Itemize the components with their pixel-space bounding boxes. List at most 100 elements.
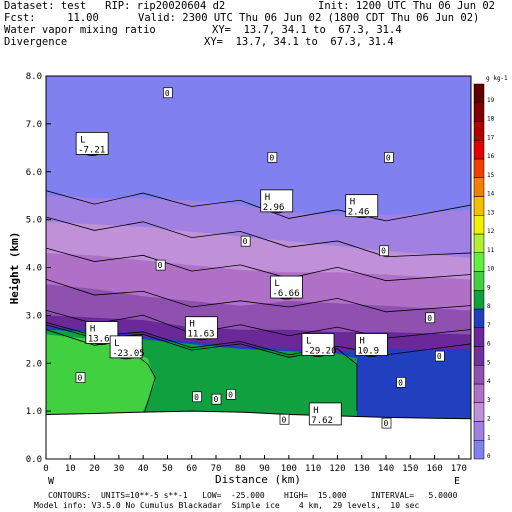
y-tick-label: 4.0: [26, 264, 42, 274]
zero-contour-label: 0: [192, 391, 202, 403]
colorbar-swatch: [473, 402, 485, 422]
colorbar-tick-label: 5: [487, 359, 491, 366]
colorbar-tick-label: 19: [487, 97, 495, 104]
svg-text:0: 0: [384, 419, 389, 428]
svg-text:7.62: 7.62: [311, 416, 333, 426]
x-tick-label: 80: [235, 464, 246, 474]
zero-contour-label: 0: [279, 413, 290, 425]
svg-text:-7.21: -7.21: [78, 145, 105, 155]
zero-contour-label: 0: [75, 372, 86, 383]
colorbar-tick-label: 13: [487, 209, 495, 216]
y-tick-label: 3.0: [26, 311, 42, 321]
east-label: E: [454, 476, 460, 487]
svg-text:L: L: [306, 336, 311, 346]
svg-text:H: H: [350, 198, 355, 208]
extremum-label: L-29.20: [301, 333, 337, 356]
y-tick-label: 2.0: [26, 359, 42, 369]
svg-text:0: 0: [282, 415, 287, 424]
colorbar-swatch: [473, 196, 485, 216]
colorbar-tick-label: 6: [487, 341, 491, 348]
svg-text:2.46: 2.46: [348, 208, 370, 218]
svg-text:11.63: 11.63: [187, 330, 214, 340]
zero-contour-label: 0: [396, 377, 406, 388]
extremum-label: H2.96: [260, 189, 294, 213]
contour-line: [46, 247, 471, 282]
colorbar-swatch: [473, 121, 485, 141]
colorbar-swatch: [473, 140, 485, 160]
colorbar-swatch: [473, 308, 485, 328]
colorbar-unit: g kg-1: [486, 75, 508, 82]
colorbar-tick-label: 12: [487, 228, 495, 235]
colorbar-swatch: [473, 215, 485, 235]
extremum-label: H10.9: [355, 333, 388, 356]
svg-text:0: 0: [165, 89, 170, 98]
y-tick-label: 1.0: [26, 407, 42, 417]
svg-text:-29.20: -29.20: [304, 346, 337, 356]
colorbar-tick-label: 17: [487, 134, 495, 141]
colorbar-tick-label: 10: [487, 266, 495, 273]
zero-contour-label: 0: [226, 389, 236, 400]
colorbar-swatch: [473, 421, 485, 441]
colorbar-swatch: [473, 252, 485, 272]
y-tick-label: 6.0: [26, 168, 42, 178]
svg-text:0: 0: [398, 378, 403, 387]
svg-text:L: L: [80, 135, 85, 145]
model-line: Model info: V3.5.0 No Cumulus Blackadar …: [34, 501, 420, 510]
extremum-label: H7.62: [308, 402, 342, 426]
x-tick-label: 140: [378, 464, 394, 474]
colorbar-tick-label: 14: [487, 191, 495, 198]
zero-contour-label: 0: [384, 152, 394, 163]
zero-contour-label: 0: [163, 87, 173, 99]
svg-text:0: 0: [386, 153, 391, 162]
zero-contour-label: 0: [435, 350, 445, 362]
zero-contour-label: 0: [155, 259, 166, 271]
contours-line: CONTOURS: UNITS=10**-5 s**-1 LOW= -25.00…: [48, 491, 458, 500]
x-tick-label: 150: [402, 464, 418, 474]
west-label: W: [48, 476, 55, 487]
colorbar-swatch: [473, 271, 485, 291]
x-tick-label: 100: [281, 464, 297, 474]
svg-text:H: H: [359, 336, 364, 346]
svg-text:H: H: [90, 325, 95, 335]
colorbar-tick-label: 4: [487, 378, 491, 385]
zero-contour-label: 0: [211, 393, 222, 405]
x-tick-label: 0: [43, 464, 48, 474]
contour-line: [46, 278, 471, 313]
xy2-line: XY= 13.7, 34.1 to 67.3, 31.4: [204, 36, 394, 48]
field1-line: Water vapor mixing ratio: [4, 24, 156, 36]
y-tick-label: 5.0: [26, 216, 42, 226]
xy1-line: XY= 13.7, 34.1 to 67.3, 31.4: [212, 24, 402, 36]
svg-text:0: 0: [427, 314, 432, 323]
colorbar-tick-label: 7: [487, 322, 491, 329]
svg-text:2.96: 2.96: [263, 203, 285, 213]
y-axis-label: Height (km): [8, 232, 21, 305]
contour-line: [46, 216, 471, 258]
colorbar-tick-label: 18: [487, 116, 495, 123]
svg-text:0: 0: [214, 395, 219, 404]
y-tick-label: 7.0: [26, 120, 42, 130]
colorbar-swatch: [473, 365, 485, 385]
svg-text:H: H: [265, 193, 270, 203]
zero-contour-label: 0: [240, 235, 251, 247]
contour-line: [46, 190, 471, 222]
dataset-line: Dataset: test RIP: rip20020604 d2: [4, 0, 226, 12]
svg-text:L: L: [114, 339, 119, 349]
colorbar-tick-label: 11: [487, 247, 495, 254]
x-tick-label: 110: [305, 464, 321, 474]
y-axis-ticks: 0.0 1.0 2.0 3.0 4.0 5.0 6.0 7.0 8.0: [26, 72, 51, 465]
moisture-layers: [46, 76, 471, 459]
svg-text:H: H: [189, 320, 194, 330]
colorbar-swatch: [473, 102, 485, 122]
svg-text:H: H: [313, 406, 318, 416]
colorbar-tick-label: 1: [487, 434, 491, 441]
colorbar-tick-label: 16: [487, 153, 495, 160]
x-tick-label: 40: [138, 464, 149, 474]
colorbar-swatch: [473, 327, 485, 347]
x-tick-label: 160: [426, 464, 442, 474]
svg-text:0: 0: [78, 374, 83, 383]
colorbar-swatch: [473, 290, 485, 310]
y-tick-label: 0.0: [26, 455, 42, 465]
y-tick-label: 8.0: [26, 72, 42, 82]
